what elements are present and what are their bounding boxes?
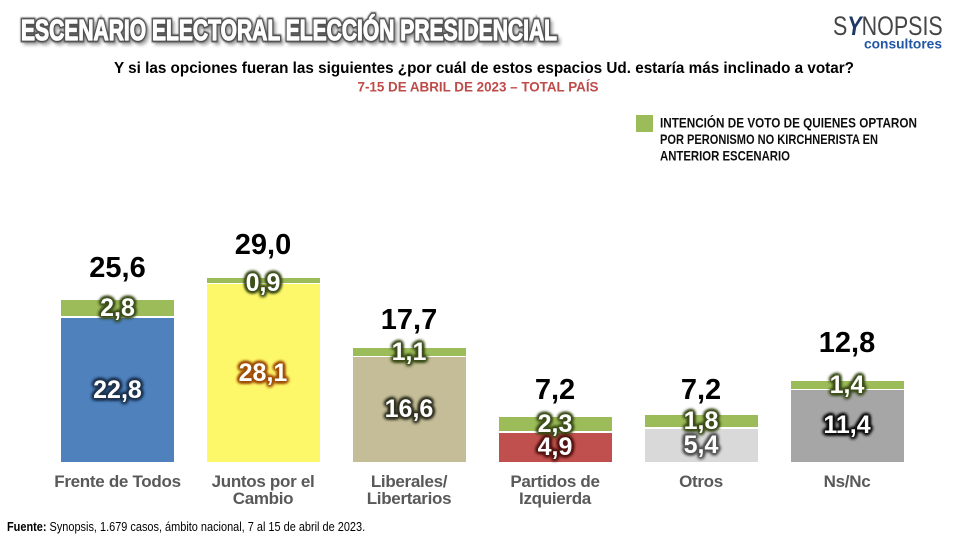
svg-text:7-15 DE ABRIL DE 2023 – TOTAL: 7-15 DE ABRIL DE 2023 – TOTAL PAÍS xyxy=(358,80,599,95)
svg-text:SYNOPSIS: SYNOPSIS xyxy=(833,12,943,42)
svg-text:consultores: consultores xyxy=(864,36,942,52)
svg-text:ESCENARIO ELECTORAL ELECCIÓN P: ESCENARIO ELECTORAL ELECCIÓN PRESIDENCIA… xyxy=(21,13,557,47)
svg-text:Y si las opciones fueran las s: Y si las opciones fueran las siguientes … xyxy=(114,60,854,77)
svg-text:INTENCIÓN DE VOTO DE QUIENES O: INTENCIÓN DE VOTO DE QUIENES OPTARON xyxy=(660,114,917,131)
svg-text:POR PERONISMO NO KIRCHNERISTA: POR PERONISMO NO KIRCHNERISTA EN xyxy=(660,131,878,147)
svg-text:ANTERIOR ESCENARIO: ANTERIOR ESCENARIO xyxy=(660,148,790,164)
svg-text:ESCENARIO ELECTORAL ELECCIÓN P: ESCENARIO ELECTORAL ELECCIÓN PRESIDENCIA… xyxy=(24,16,560,50)
svg-text:ESCENARIO ELECTORAL ELECCIÓN P: ESCENARIO ELECTORAL ELECCIÓN PRESIDENCIA… xyxy=(21,13,557,47)
svg-text:ESCENARIO ELECTORAL ELECCIÓN P: ESCENARIO ELECTORAL ELECCIÓN PRESIDENCIA… xyxy=(21,13,557,47)
